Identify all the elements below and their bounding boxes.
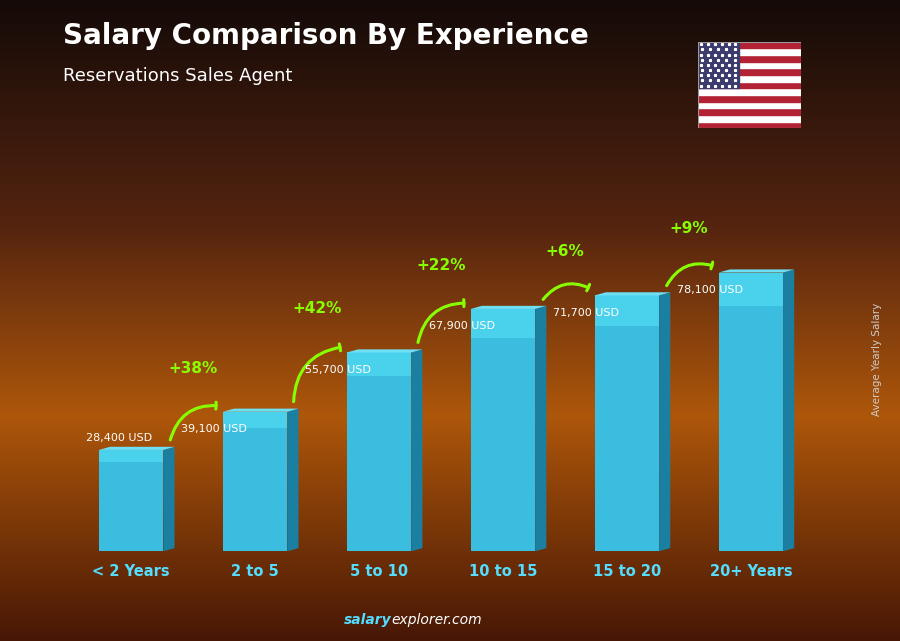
Polygon shape: [411, 349, 422, 551]
Bar: [698, 48, 801, 55]
Bar: [698, 81, 801, 88]
Text: explorer.com: explorer.com: [392, 613, 482, 627]
Text: +6%: +6%: [545, 244, 584, 259]
Polygon shape: [659, 292, 670, 551]
Bar: [698, 95, 801, 101]
Bar: [698, 108, 801, 115]
Text: +38%: +38%: [168, 360, 218, 376]
Bar: [223, 412, 287, 551]
Text: 71,700 USD: 71,700 USD: [553, 308, 619, 317]
Polygon shape: [223, 408, 299, 412]
Text: 28,400 USD: 28,400 USD: [86, 433, 152, 443]
Polygon shape: [287, 408, 299, 551]
Text: +42%: +42%: [292, 301, 342, 316]
Polygon shape: [718, 269, 794, 272]
Bar: [698, 69, 801, 75]
Text: 55,700 USD: 55,700 USD: [305, 365, 371, 375]
Bar: [471, 309, 536, 338]
Text: +9%: +9%: [670, 221, 708, 237]
Polygon shape: [595, 292, 670, 296]
Text: Salary Comparison By Experience: Salary Comparison By Experience: [63, 22, 589, 51]
Bar: [698, 62, 801, 69]
Polygon shape: [99, 447, 175, 450]
Bar: [471, 309, 536, 551]
Bar: [595, 296, 659, 326]
Bar: [718, 272, 783, 551]
Polygon shape: [346, 349, 422, 353]
Text: 78,100 USD: 78,100 USD: [677, 285, 742, 295]
Bar: [698, 42, 739, 88]
Bar: [718, 272, 783, 306]
Bar: [346, 353, 411, 551]
Bar: [698, 101, 801, 108]
Bar: [698, 115, 801, 122]
Text: 67,900 USD: 67,900 USD: [429, 321, 495, 331]
Bar: [99, 450, 164, 551]
Bar: [223, 412, 287, 428]
Polygon shape: [536, 306, 546, 551]
Polygon shape: [471, 306, 546, 309]
Bar: [698, 75, 801, 81]
Bar: [698, 42, 801, 48]
Bar: [698, 122, 801, 128]
Polygon shape: [164, 447, 175, 551]
Text: Average Yearly Salary: Average Yearly Salary: [872, 303, 883, 415]
Bar: [698, 55, 801, 62]
Polygon shape: [783, 269, 794, 551]
Bar: [99, 450, 164, 462]
Bar: [595, 296, 659, 551]
Text: Reservations Sales Agent: Reservations Sales Agent: [63, 67, 292, 85]
Text: 39,100 USD: 39,100 USD: [181, 424, 248, 434]
Bar: [698, 88, 801, 95]
Text: +22%: +22%: [416, 258, 466, 272]
Text: salary: salary: [344, 613, 392, 627]
Bar: [346, 353, 411, 376]
